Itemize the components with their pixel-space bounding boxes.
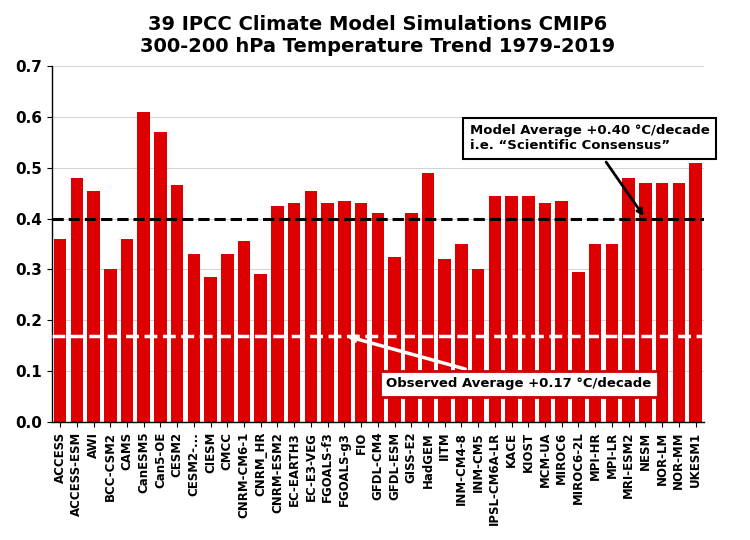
Bar bbox=[622, 178, 635, 422]
Bar bbox=[656, 183, 668, 422]
Bar bbox=[455, 244, 468, 422]
Bar bbox=[288, 203, 301, 422]
Bar bbox=[70, 178, 83, 422]
Bar bbox=[204, 277, 217, 422]
Bar bbox=[689, 163, 702, 422]
Bar bbox=[673, 183, 685, 422]
Bar bbox=[488, 195, 501, 422]
Bar bbox=[506, 195, 518, 422]
Bar bbox=[137, 112, 150, 422]
Bar bbox=[472, 269, 484, 422]
Bar bbox=[371, 213, 384, 422]
Bar bbox=[272, 206, 284, 422]
Bar bbox=[121, 239, 134, 422]
Bar bbox=[104, 269, 116, 422]
Bar bbox=[439, 259, 451, 422]
Bar bbox=[54, 239, 66, 422]
Bar bbox=[304, 191, 317, 422]
Bar bbox=[522, 195, 535, 422]
Bar bbox=[422, 173, 434, 422]
Bar bbox=[188, 254, 200, 422]
Bar bbox=[154, 132, 166, 422]
Text: Model Average +0.40 °C/decade
i.e. “Scientific Consensus”: Model Average +0.40 °C/decade i.e. “Scie… bbox=[470, 124, 710, 214]
Bar bbox=[87, 191, 100, 422]
Bar bbox=[355, 203, 368, 422]
Bar bbox=[572, 272, 585, 422]
Bar bbox=[556, 201, 568, 422]
Bar bbox=[171, 185, 184, 422]
Bar bbox=[388, 256, 400, 422]
Title: 39 IPCC Climate Model Simulations CMIP6
300-200 hPa Temperature Trend 1979-2019: 39 IPCC Climate Model Simulations CMIP6 … bbox=[140, 15, 616, 56]
Bar bbox=[321, 203, 334, 422]
Bar bbox=[221, 254, 233, 422]
Bar bbox=[338, 201, 351, 422]
Bar bbox=[405, 213, 418, 422]
Text: Observed Average +0.17 °C/decade: Observed Average +0.17 °C/decade bbox=[351, 336, 652, 390]
Bar bbox=[639, 183, 652, 422]
Bar bbox=[538, 203, 551, 422]
Bar bbox=[254, 274, 267, 422]
Bar bbox=[606, 244, 618, 422]
Bar bbox=[589, 244, 602, 422]
Bar bbox=[238, 241, 250, 422]
